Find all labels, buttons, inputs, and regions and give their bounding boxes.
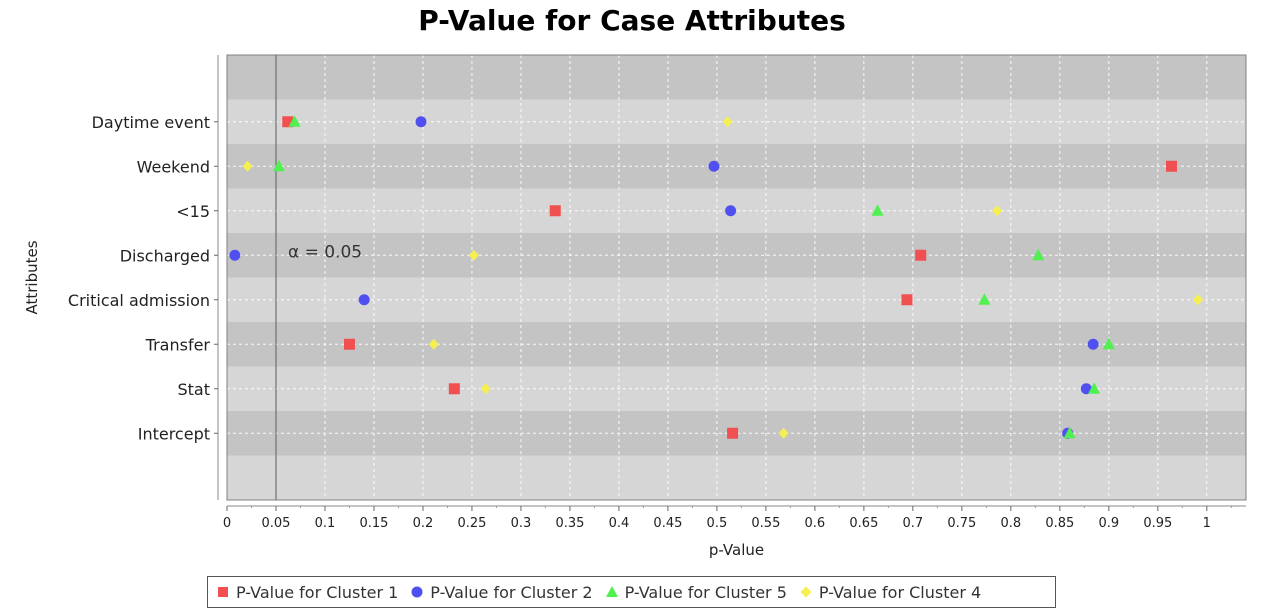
plot-band — [227, 455, 1246, 500]
data-point-cluster-series-4 — [992, 205, 1003, 217]
plot-band — [227, 55, 1246, 100]
data-point-cluster-series-2 — [358, 294, 370, 306]
legend-item: P-Value for Cluster 1 — [216, 583, 398, 602]
data-point-cluster-series-3 — [288, 115, 301, 127]
data-point-cluster-series-4 — [468, 249, 479, 261]
legend-marker-circle — [411, 586, 423, 598]
legend-item: P-Value for Cluster 5 — [605, 583, 787, 602]
x-tick-label: 0.15 — [359, 516, 388, 531]
x-tick-label: 0.55 — [751, 516, 780, 531]
x-axis-title: p-Value — [709, 541, 764, 559]
data-point-cluster-series-1 — [901, 294, 913, 306]
legend-marker-square — [218, 587, 228, 597]
legend-label: P-Value for Cluster 4 — [818, 582, 982, 602]
data-point-cluster-series-4 — [242, 160, 253, 172]
x-tick-label: 0.3 — [511, 516, 532, 531]
data-point-cluster-series-3 — [1102, 337, 1115, 350]
data-point-cluster-series-1 — [1166, 160, 1178, 172]
x-tick-label: 0.05 — [262, 516, 291, 531]
chart-legend: P-Value for Cluster 1 P-Value for Cluster… — [207, 576, 1056, 608]
y-category-label: Intercept — [138, 424, 210, 443]
data-point-cluster-series-1 — [915, 249, 927, 261]
data-point-cluster-series-2 — [415, 116, 427, 128]
data-point-cluster-series-4 — [428, 338, 439, 350]
x-tick-label: 0.85 — [1045, 516, 1074, 531]
data-point-cluster-series-3 — [272, 159, 285, 172]
x-tick-label: 0.75 — [947, 516, 976, 531]
y-category-label: Discharged — [120, 246, 210, 265]
data-point-cluster-series-4 — [722, 116, 733, 128]
y-category-label: Stat — [177, 380, 210, 399]
x-tick-label: 0 — [223, 516, 231, 531]
data-point-cluster-series-1 — [343, 338, 355, 350]
data-point-cluster-series-1 — [549, 205, 561, 217]
data-point-cluster-series-3 — [1088, 382, 1101, 394]
data-point-cluster-series-2 — [1080, 383, 1092, 395]
data-point-cluster-series-1 — [448, 383, 460, 395]
data-point-cluster-series-4 — [778, 427, 789, 439]
data-point-cluster-series-3 — [978, 293, 991, 305]
y-axis-title: Attributes — [23, 240, 41, 314]
y-category-label: <15 — [176, 202, 210, 221]
legend-item: P-Value for Cluster 4 — [799, 583, 981, 602]
x-tick-label: 0.1 — [315, 516, 336, 531]
data-point-cluster-series-3 — [871, 204, 884, 216]
chart-title: P-Value for Case Attributes — [418, 4, 846, 37]
legend-marker-triangle — [605, 586, 618, 597]
data-point-cluster-series-2 — [725, 205, 737, 217]
y-category-label: Daytime event — [92, 113, 210, 132]
x-tick-label: 0.5 — [707, 516, 728, 531]
x-tick-label: 0.8 — [1001, 516, 1022, 531]
x-tick-label: 0.45 — [653, 516, 682, 531]
data-point-cluster-series-2 — [229, 249, 241, 261]
data-point-cluster-series-3 — [1032, 248, 1045, 261]
x-tick-label: 0.2 — [413, 516, 434, 531]
x-tick-label: 0.35 — [555, 516, 584, 531]
plot-border — [226, 54, 1247, 501]
data-point-cluster-series-2 — [708, 160, 720, 172]
y-category-label: Weekend — [137, 157, 210, 176]
x-tick-label: 0.6 — [805, 516, 826, 531]
data-point-cluster-series-1 — [727, 427, 739, 439]
data-point-cluster-series-3 — [1063, 426, 1076, 439]
y-category-label: Transfer — [145, 335, 211, 354]
data-point-cluster-series-4 — [480, 383, 491, 395]
data-point-cluster-series-1 — [282, 116, 294, 128]
x-tick-label: 1 — [1203, 516, 1211, 531]
x-tick-label: 0.9 — [1098, 516, 1119, 531]
x-tick-label: 0.95 — [1143, 516, 1172, 531]
x-tick-label: 0.4 — [609, 516, 630, 531]
data-point-cluster-series-4 — [1192, 294, 1203, 306]
legend-label: P-Value for Cluster 1 — [236, 582, 399, 602]
legend-marker-diamond — [800, 586, 812, 598]
legend-label: P-Value for Cluster 2 — [430, 582, 593, 602]
x-tick-label: 0.65 — [849, 516, 878, 531]
legend-item: P-Value for Cluster 2 — [410, 582, 593, 602]
x-tick-label: 0.7 — [903, 516, 924, 531]
alpha-annotation: α = 0.05 — [288, 242, 362, 262]
x-tick-label: 0.25 — [457, 516, 486, 531]
data-point-cluster-series-2 — [1087, 338, 1099, 350]
y-category-label: Critical admission — [68, 291, 210, 310]
legend-label: P-Value for Cluster 5 — [624, 582, 787, 602]
